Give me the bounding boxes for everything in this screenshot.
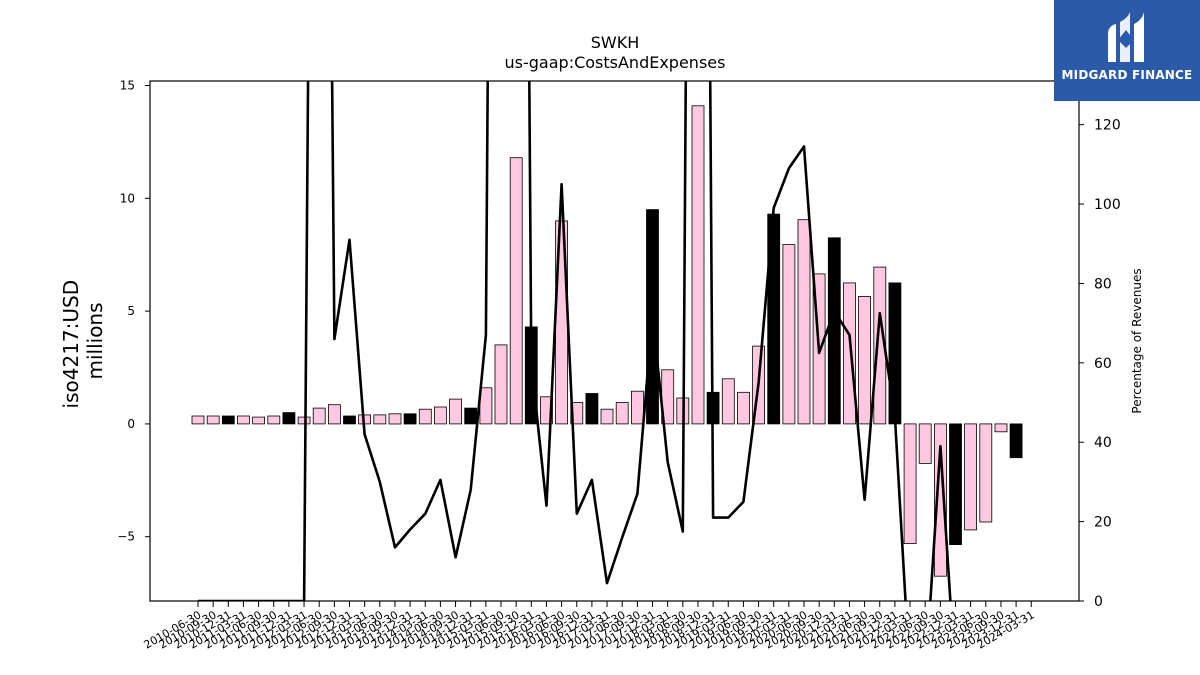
right-tick-label: 80 <box>1094 276 1112 292</box>
bar-2022-06-30 <box>918 423 932 464</box>
bar-2015-03-31 <box>479 387 493 425</box>
bar-2020-06-30 <box>797 219 811 425</box>
right-tick-label: 40 <box>1094 435 1112 451</box>
bar-2012-06-30 <box>312 407 326 425</box>
bar-2011-06-30 <box>252 416 266 425</box>
left-tick-label: −5 <box>117 530 135 544</box>
bar-2013-09-30 <box>388 413 402 425</box>
right-tick-label: 120 <box>1094 118 1121 134</box>
left-tick-label: 5 <box>127 304 135 318</box>
bar-2023-09-30 <box>994 423 1008 433</box>
bar-2023-03-31 <box>964 423 977 531</box>
bar-2012-12-31 <box>343 415 356 425</box>
right-tick-label: 0 <box>1094 594 1103 610</box>
bar-2011-09-30 <box>267 415 281 425</box>
brand-logo: MIDGARD FINANCE <box>1054 0 1200 101</box>
bar-2020-03-31 <box>782 244 796 425</box>
bar-2022-09-30 <box>934 423 947 577</box>
bar-2017-03-31 <box>600 408 614 425</box>
bar-2010-12-31 <box>221 415 235 425</box>
bar-2011-03-31 <box>236 415 250 425</box>
right-tick-label: 100 <box>1094 197 1121 213</box>
bar-2010-06-30 <box>191 415 205 425</box>
left-tick-label: 10 <box>120 191 135 205</box>
bar-2017-06-30 <box>615 402 629 425</box>
bar-2019-03-31 <box>721 378 735 425</box>
bar-2013-06-30 <box>373 414 387 425</box>
bar-2013-12-31 <box>403 413 417 425</box>
percentage-of-revenues-line <box>198 81 952 601</box>
bar-2022-12-31 <box>949 423 962 545</box>
midgard-logo-icon <box>1108 12 1144 62</box>
bar-2021-06-30 <box>858 295 871 425</box>
right-y-axis-label: Percentage of Revenues <box>1130 268 1144 413</box>
bar-2014-09-30 <box>449 398 463 425</box>
bar-2022-03-31 <box>903 423 917 544</box>
bar-2016-09-30 <box>570 402 584 425</box>
left-tick-label: 15 <box>120 79 135 93</box>
bar-2016-12-31 <box>585 393 599 425</box>
right-tick-label: 60 <box>1094 356 1112 372</box>
bar-2014-12-31 <box>464 407 478 425</box>
bar-2023-12-31 <box>1009 423 1023 459</box>
brand-name: MIDGARD FINANCE <box>1061 68 1193 82</box>
left-tick-label: 0 <box>127 417 135 431</box>
bar-2012-09-30 <box>327 404 341 425</box>
right-tick-label: 20 <box>1094 515 1112 531</box>
bar-2020-12-31 <box>827 237 841 425</box>
bar-2010-09-30 <box>206 415 220 425</box>
chart-title: SWKH <box>591 33 640 52</box>
bar-2015-09-30 <box>509 157 523 425</box>
bar-2014-03-31 <box>418 408 432 425</box>
bar-2021-12-31 <box>888 282 902 425</box>
bar-2014-06-30 <box>433 406 447 425</box>
bar-2023-06-30 <box>979 423 993 523</box>
plot-frame <box>149 80 1080 602</box>
bar-2017-09-30 <box>631 390 644 425</box>
bar-2011-12-31 <box>282 412 296 425</box>
bar-2018-09-30 <box>691 105 705 425</box>
bar-2015-06-30 <box>494 344 508 425</box>
bar-2012-03-31 <box>297 416 311 425</box>
bar-2019-06-30 <box>737 391 750 425</box>
chart-subtitle: us-gaap:CostsAndExpenses <box>505 53 726 72</box>
bar-2021-03-31 <box>843 282 856 425</box>
y-axis-label: iso4217:USD millions <box>59 274 107 409</box>
